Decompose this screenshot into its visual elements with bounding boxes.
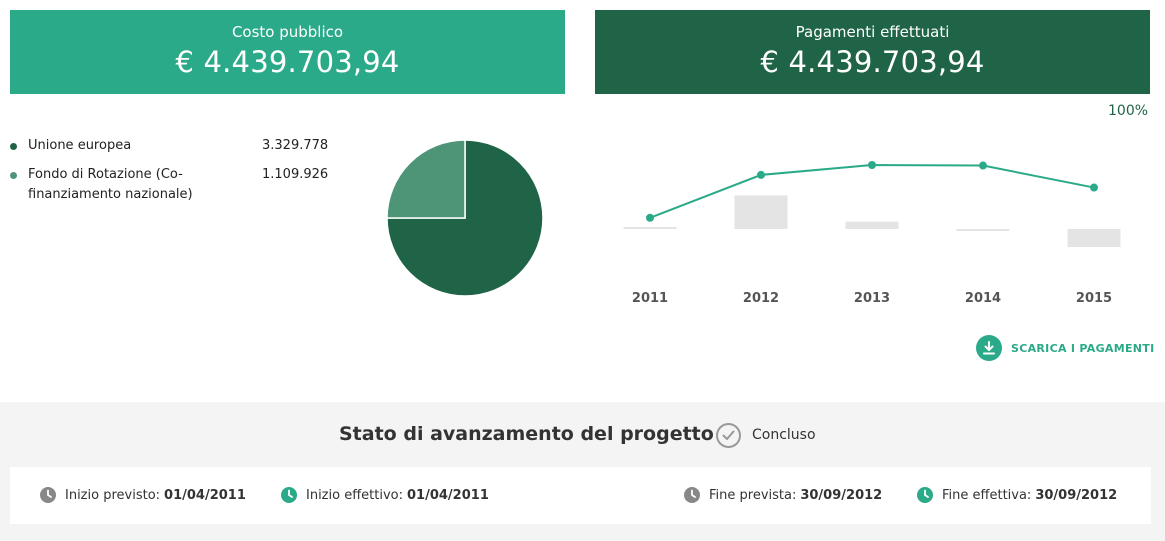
legend-value: 1.109.926 — [262, 167, 329, 182]
clock-icon — [281, 487, 297, 503]
download-payments-label: SCARICA I PAGAMENTI — [1011, 341, 1155, 355]
legend-value: 3.329.778 — [262, 138, 329, 153]
trend-year-label: 2014 — [965, 291, 1001, 306]
trend-bar — [845, 221, 899, 229]
costo-pubblico-label: Costo pubblico — [231, 23, 344, 41]
trend-bar — [1067, 229, 1121, 248]
trend-year-label: 2011 — [632, 291, 668, 306]
pie-slice — [386, 139, 544, 297]
fine-effettiva-label: Fine effettiva: — [942, 487, 1032, 503]
fine-effettiva: Fine effettiva: 30/09/2012 — [917, 487, 1117, 503]
inizio-effettivo-label: Inizio effettivo: — [306, 487, 403, 503]
trend-line — [649, 163, 1095, 219]
download-icon — [976, 335, 1002, 361]
pagamenti-trend-chart: 2011 2012 2013 2014 2015 — [623, 161, 1121, 306]
clock-icon — [40, 487, 56, 503]
date-progetto-panel: Inizio previsto: 01/04/2011 Inizio effet… — [10, 467, 1151, 524]
pagamenti-effettuati-label: Pagamenti effettuati — [795, 23, 950, 41]
trend-bar — [956, 229, 1010, 231]
inizio-effettivo-value: 01/04/2011 — [407, 487, 489, 503]
legend-item: Fondo di Rotazione (Co-finanziamento naz… — [10, 165, 340, 205]
inizio-effettivo: Inizio effettivo: 01/04/2011 — [281, 487, 489, 503]
download-payments-button[interactable]: SCARICA I PAGAMENTI — [976, 335, 1154, 361]
trend-point — [757, 170, 765, 179]
fine-prevista-value: 30/09/2012 — [800, 487, 883, 503]
inizio-previsto-label: Inizio previsto: — [65, 487, 161, 503]
inizio-previsto: Inizio previsto: 01/04/2011 — [40, 487, 246, 503]
fine-effettiva-value: 30/09/2012 — [1035, 487, 1118, 503]
legend-label: Unione europea — [28, 138, 132, 153]
legend-item: Unione europea 3.329.778 — [10, 136, 340, 156]
finanziamenti-pie-chart — [386, 139, 544, 297]
pagamenti-effettuati-card: Pagamenti effettuati € 4.439.703,94 — [595, 10, 1150, 94]
clock-icon — [684, 487, 700, 503]
trend-point — [646, 213, 654, 222]
finanziamenti-legend: Unione europea 3.329.778 Fondo di Rotazi… — [10, 136, 340, 214]
fine-prevista-label: Fine prevista: — [709, 487, 797, 503]
legend-dot — [10, 172, 17, 179]
pagamenti-percent: 100% — [1108, 103, 1149, 119]
legend-label: Fondo di Rotazione (Co-finanziamento naz… — [28, 167, 193, 202]
trend-year-label: 2015 — [1076, 291, 1112, 306]
trend-year-label: 2012 — [743, 291, 779, 306]
legend-dot — [10, 143, 17, 150]
inizio-previsto-value: 01/04/2011 — [164, 487, 246, 503]
trend-bar — [734, 195, 788, 229]
fine-prevista: Fine prevista: 30/09/2012 — [684, 487, 882, 503]
trend-point — [1090, 183, 1098, 192]
trend-point — [979, 161, 987, 170]
stato-avanzamento-title: Stato di avanzamento del progetto — [339, 423, 714, 445]
pie-slice — [386, 139, 466, 219]
stato-avanzamento-status: Concluso — [752, 427, 816, 443]
clock-icon — [917, 487, 933, 503]
costo-pubblico-card: Costo pubblico € 4.439.703,94 — [10, 10, 565, 94]
trend-bar — [623, 227, 677, 229]
trend-point — [868, 161, 876, 169]
pagamenti-effettuati-value: € 4.439.703,94 — [760, 45, 985, 79]
costo-pubblico-value: € 4.439.703,94 — [175, 45, 400, 79]
trend-year-label: 2013 — [854, 291, 890, 306]
check-circle-icon — [716, 423, 741, 448]
